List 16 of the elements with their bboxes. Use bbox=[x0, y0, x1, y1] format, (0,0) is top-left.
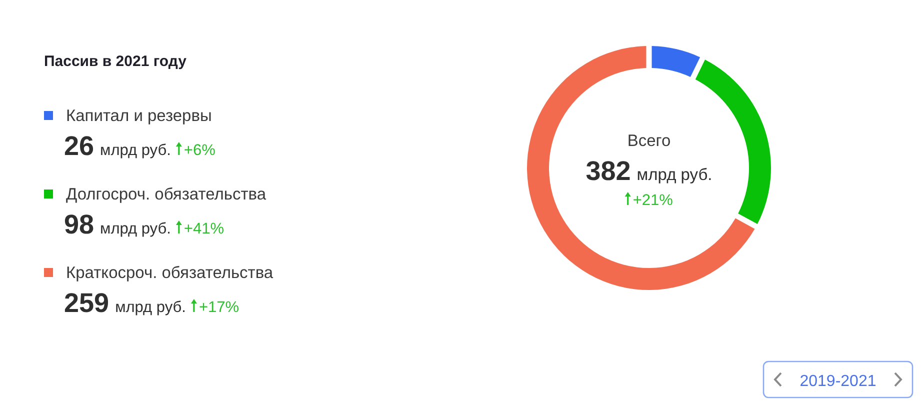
text: Пассив в 2021 году bbox=[44, 53, 188, 70]
text: +41% bbox=[184, 220, 224, 238]
legend-label: Долгосроч. обязательства bbox=[66, 186, 267, 204]
data-label: 259 млрд руб. bbox=[64, 288, 186, 318]
donut-slice bbox=[652, 46, 700, 77]
text: +21% bbox=[632, 192, 674, 209]
data-label: 98 млрд руб. bbox=[64, 210, 171, 240]
year-range-button: 2019-2021 bbox=[762, 360, 914, 398]
text: +17% bbox=[198, 299, 240, 316]
text: +6% bbox=[184, 142, 216, 159]
text: 382 млрд руб. bbox=[586, 156, 712, 186]
legend-label: Краткосроч. обязательства bbox=[66, 264, 274, 282]
legend-label: Капитал и резервы bbox=[66, 107, 212, 125]
data-label: 26 млрд руб. bbox=[64, 131, 171, 161]
text: Всего bbox=[627, 132, 671, 150]
donut-slice bbox=[527, 46, 755, 290]
